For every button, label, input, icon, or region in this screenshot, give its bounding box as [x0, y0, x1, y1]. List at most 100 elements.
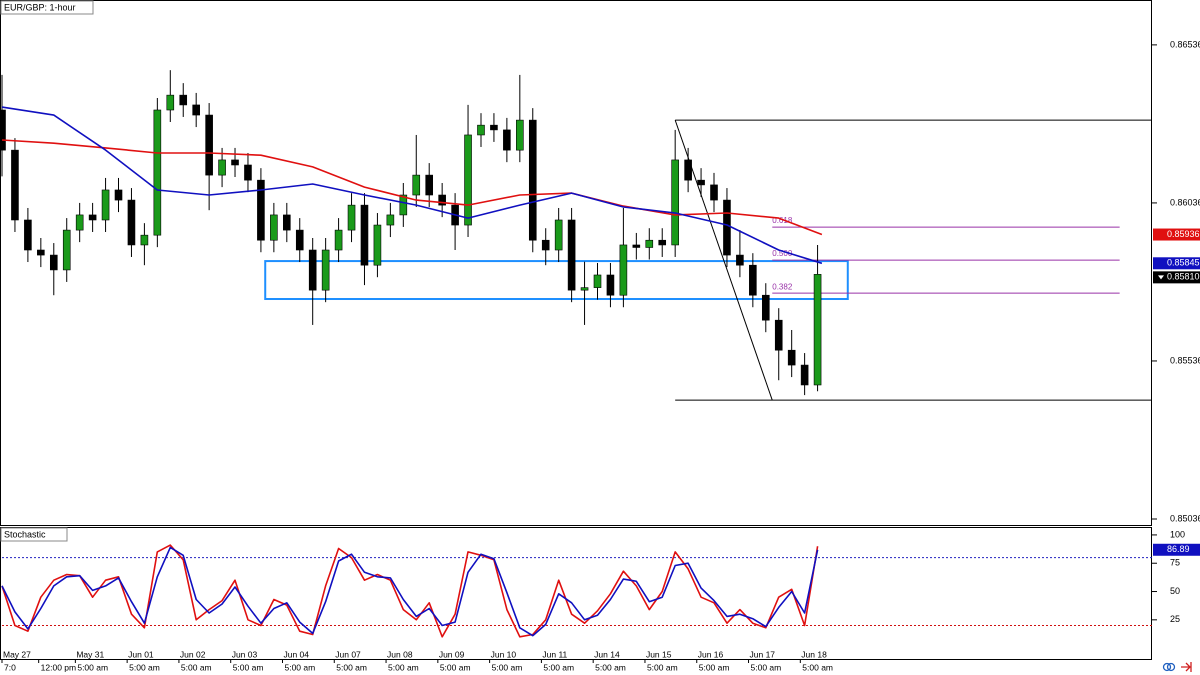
candle-body	[606, 274, 615, 296]
candle-body	[347, 204, 356, 231]
price-layer: 0.618 0.500 0.382	[0, 70, 1152, 401]
candle-body	[813, 274, 822, 386]
candle-body	[464, 134, 472, 226]
x-date-label: Jun 11	[542, 649, 567, 659]
candle-body	[619, 244, 628, 296]
x-date-label: May 27	[3, 649, 31, 659]
candle-body	[554, 219, 563, 251]
x-tick-label: 5:00 am	[647, 662, 678, 672]
candle-body	[697, 179, 705, 186]
candle-body	[127, 199, 136, 246]
candle-body	[580, 287, 589, 291]
candle-body	[11, 149, 19, 221]
candle-body	[503, 129, 511, 151]
candle-body	[101, 189, 110, 221]
x-tick-label: 5:00 am	[699, 662, 730, 672]
x-tick-label: 5:00 am	[543, 662, 574, 672]
fib-level-label: 0.382	[772, 282, 793, 291]
candle-body	[179, 94, 188, 106]
candle-body	[24, 219, 32, 251]
candle-body	[528, 119, 537, 241]
y-tick-label: 100	[1170, 529, 1185, 539]
price-tag	[1153, 228, 1200, 241]
candle-body	[710, 184, 718, 201]
x-date-label: Jun 01	[128, 649, 154, 659]
candle-body	[205, 114, 213, 176]
candle-body	[49, 254, 58, 271]
series-line	[1, 544, 819, 638]
price-tag-label: 86.89	[1167, 544, 1190, 554]
x-tick-label: 5:00 am	[77, 662, 108, 672]
chart-title: EUR/GBP: 1-hour	[4, 2, 76, 12]
candle-body	[0, 109, 6, 151]
price-tag	[1153, 271, 1200, 284]
x-tick-label: 12:00 pm	[41, 662, 76, 672]
y-tick-label: 0.85036	[1170, 513, 1200, 523]
x-date-label: Jun 02	[180, 649, 206, 659]
x-date-label: Jun 10	[491, 649, 517, 659]
candle-body	[308, 249, 317, 291]
candle-body	[800, 364, 809, 386]
stochastic-layer	[1, 544, 1152, 638]
candle-body	[153, 109, 162, 236]
y-tick-label: 0.85536	[1170, 355, 1200, 365]
candle-body	[231, 159, 239, 166]
x-date-label: May 31	[76, 649, 104, 659]
x-date-label: Jun 07	[335, 649, 361, 659]
y-tick-label: 0.86536	[1170, 39, 1200, 49]
x-tick-label: 5:00 am	[388, 662, 419, 672]
y-tick-label: 0.86036	[1170, 197, 1200, 207]
price-panel-border	[0, 0, 1152, 526]
candle-body	[37, 249, 45, 256]
x-date-label: Jun 18	[801, 649, 827, 659]
price-tag-label: 0.85845	[1167, 258, 1200, 268]
toolbar-icons[interactable]	[1162, 662, 1192, 672]
x-tick-label: 5:00 am	[233, 662, 264, 672]
x-tick-label: 5:00 am	[284, 662, 315, 672]
fib-level-label: 0.500	[772, 249, 793, 258]
candle-body	[425, 174, 434, 196]
candle-body	[684, 159, 692, 181]
candle-body	[567, 219, 576, 291]
candle-body	[399, 194, 408, 216]
candle-body	[373, 224, 382, 266]
candle-body	[270, 214, 278, 241]
candle-body	[761, 294, 770, 321]
candle-body	[477, 124, 485, 136]
candle-body	[671, 159, 679, 246]
y-tick-label: 75	[1170, 558, 1180, 568]
x-date-label: Jun 16	[698, 649, 724, 659]
x-tick-label: 5:00 am	[129, 662, 160, 672]
candle-body	[283, 214, 291, 231]
series-line	[1, 139, 823, 236]
x-date-label: Jun 15	[646, 649, 672, 659]
x-date-label: Jun 04	[283, 649, 309, 659]
scroll-end-icon[interactable]	[1181, 662, 1192, 672]
candle-body	[321, 249, 330, 291]
indicator-title-box	[0, 527, 68, 542]
candle-body	[749, 264, 757, 296]
sync-icon[interactable]	[1162, 662, 1172, 672]
x-tick-label: 7:0	[4, 662, 16, 672]
candle-body	[541, 239, 550, 251]
x-date-label: Jun 09	[439, 649, 465, 659]
candle-body	[360, 204, 369, 266]
x-date-label: Jun 14	[594, 649, 620, 659]
candle-body	[62, 229, 71, 271]
x-tick-label: 5:00 am	[336, 662, 367, 672]
price-tag-label: 0.85936	[1167, 229, 1200, 239]
x-date-label: Jun 08	[387, 649, 413, 659]
x-tick-label: 5:00 am	[492, 662, 523, 672]
support-zone	[264, 260, 849, 301]
candle-body	[412, 174, 421, 196]
sync-icon-ring	[1166, 662, 1176, 672]
candle-body	[257, 179, 265, 241]
indicator-title: Stochastic	[4, 529, 46, 539]
x-tick-label: 5:00 am	[751, 662, 782, 672]
candle-body	[723, 199, 731, 256]
x-date-label: Jun 03	[232, 649, 258, 659]
title-box	[0, 0, 94, 15]
candle-body	[516, 119, 524, 151]
candle-body	[774, 319, 783, 351]
